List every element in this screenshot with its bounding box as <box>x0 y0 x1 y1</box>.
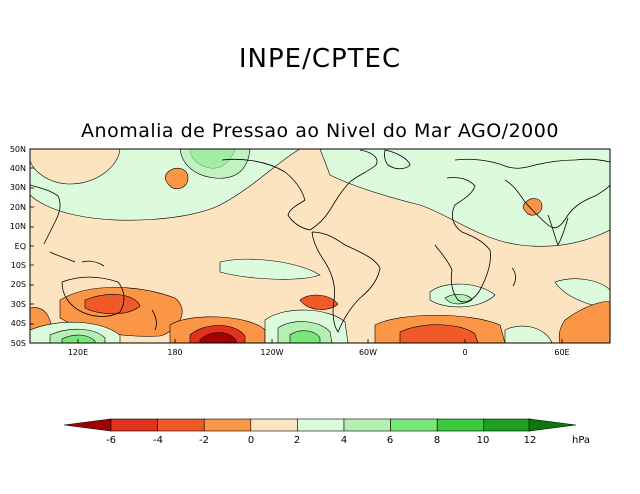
lat-label: 50N <box>10 145 26 154</box>
colorbar-swatches <box>110 418 531 432</box>
colorbar-swatch <box>483 418 531 432</box>
colorbar-swatch <box>343 418 391 432</box>
contour-positive-equatorial-pacific <box>219 258 321 280</box>
coast-australia <box>61 276 125 317</box>
coast-new-zealand <box>151 309 157 331</box>
lon-label: 120E <box>68 348 88 357</box>
contour-negative-southeast-indian <box>558 301 610 343</box>
lat-label: EQ <box>15 242 26 251</box>
colorbar-label: 6 <box>387 435 393 446</box>
colorbar-swatch <box>203 418 252 432</box>
header-title: INPE/CPTEC <box>238 44 402 74</box>
lat-label: 30N <box>10 183 26 192</box>
colorbar-label: -6 <box>106 435 116 446</box>
contour-positive-north-pacific-inner <box>179 149 251 179</box>
lon-label: 60W <box>359 348 377 357</box>
colorbar-label: 12 <box>524 435 537 446</box>
lat-label: 30S <box>11 300 26 309</box>
coast-east-asia <box>30 184 61 245</box>
coast-madagascar <box>511 267 516 287</box>
contour-negative-australia-core <box>84 294 141 315</box>
lat-label: 10S <box>11 261 26 270</box>
lat-label: 10N <box>10 222 26 231</box>
colorbar-label: 0 <box>248 435 254 446</box>
contour-negative-south-atlantic-core <box>399 324 479 343</box>
coast-asia <box>504 179 610 229</box>
contour-positive-south-indian <box>554 278 610 311</box>
colorbar-swatch <box>157 418 205 432</box>
lon-label: 60E <box>554 348 569 357</box>
colorbar-label: -4 <box>153 435 163 446</box>
lon-label: 180 <box>167 348 182 357</box>
colorbar-label: 10 <box>477 435 490 446</box>
map-title: Anomalia de Pressao ao Nivel do Mar AGO/… <box>81 120 559 142</box>
coast-south-america <box>311 231 381 333</box>
coast-greenland <box>384 149 411 170</box>
lat-label: 20S <box>11 280 26 289</box>
coast-africa <box>434 177 491 303</box>
contour-negative-south-pacific-mid <box>299 294 339 310</box>
contour-negative-north-pacific <box>164 167 189 190</box>
contour-positive-south-atlantic-low <box>504 325 553 343</box>
coast-europe <box>454 158 610 169</box>
colorbar-arrow-high <box>528 418 577 432</box>
lat-label: 50S <box>11 339 26 348</box>
lon-label: 0 <box>462 348 467 357</box>
colorbar-swatch <box>250 418 298 432</box>
colorbar-arrow-low <box>63 418 112 432</box>
lon-label: 120W <box>260 348 283 357</box>
coast-india <box>547 214 569 246</box>
colorbar-label: 4 <box>341 435 347 446</box>
lat-label: 20N <box>10 203 26 212</box>
lat-label: 40S <box>11 319 26 328</box>
contour-negative-north-europe <box>30 149 121 185</box>
lat-label: 40N <box>10 164 26 173</box>
contour-positive-south-pacific-east-inner <box>289 330 321 343</box>
colorbar-label: -2 <box>199 435 209 446</box>
colorbar-label: 2 <box>294 435 300 446</box>
coast-indonesia <box>49 251 105 267</box>
colorbar <box>63 418 577 432</box>
lat-ticks <box>30 148 34 344</box>
lon-ticks <box>77 339 563 343</box>
coast-north-america <box>221 149 378 231</box>
colorbar-label: 8 <box>434 435 440 446</box>
colorbar-unit: hPa <box>572 435 590 446</box>
colorbar-swatch <box>297 418 345 432</box>
colorbar-swatch <box>436 418 485 432</box>
coastlines <box>30 149 610 333</box>
colorbar-swatch <box>110 418 158 432</box>
colorbar-swatch <box>390 418 438 432</box>
